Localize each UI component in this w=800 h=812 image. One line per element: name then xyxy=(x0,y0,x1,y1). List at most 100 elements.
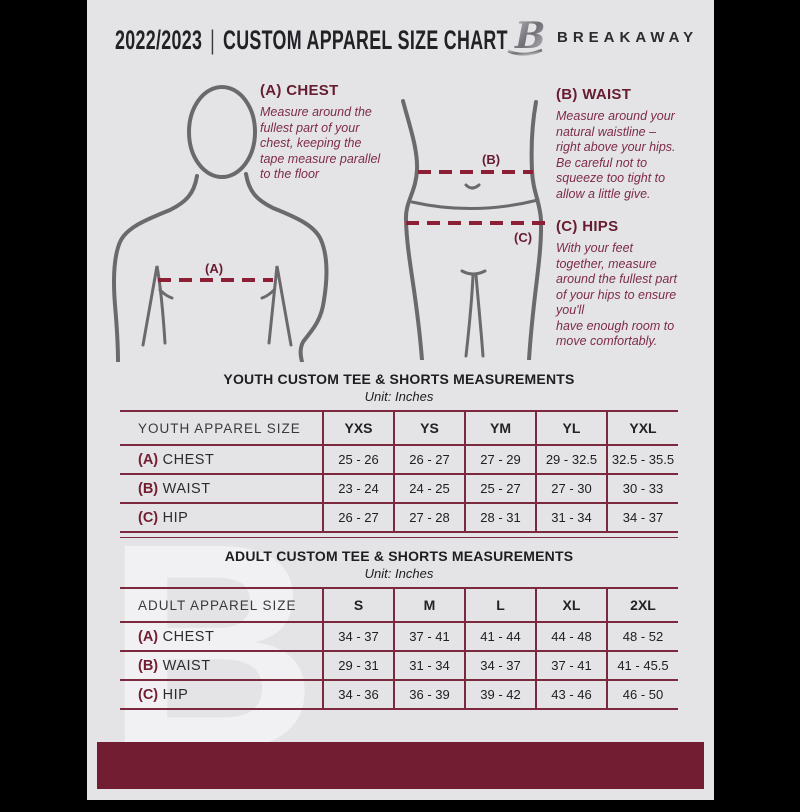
measurement-label-cell: (C) HIP xyxy=(120,679,323,710)
size-chart-page: B 2022/2023 | CUSTOM APPAREL SIZE CHART … xyxy=(87,0,714,800)
measurement-key: (B) xyxy=(138,480,159,497)
hips-marker-label: (C) xyxy=(514,230,532,245)
inner-left-leg-line xyxy=(464,273,475,358)
inner-right-leg-line xyxy=(474,273,485,358)
measurement-key: (B) xyxy=(138,657,159,674)
table-row: (A) CHEST 25 - 26 26 - 27 27 - 29 29 - 32.5 3… xyxy=(120,444,678,475)
size-range-cell: 36 - 39 xyxy=(393,679,465,710)
measurement-name: CHEST xyxy=(158,451,215,468)
measurement-name: CHEST xyxy=(158,628,215,645)
chest-description: Measure around the fullest part of your … xyxy=(260,105,381,181)
table-row: (A) CHEST 34 - 37 37 - 41 41 - 44 44 - 48 48 … xyxy=(120,621,678,652)
breakaway-logo-icon: B xyxy=(507,15,545,57)
size-range-cell: 25 - 27 xyxy=(464,473,536,504)
left-armpit-tick xyxy=(158,288,174,300)
hips-description: With your feet together, measure around … xyxy=(556,241,677,348)
measurement-label-cell: (A) CHEST xyxy=(120,444,323,475)
youth-size-table: YOUTH APPAREL SIZE YXS YS YM YL YXL (A) CHEST… xyxy=(120,410,678,533)
size-range-cell: 24 - 25 xyxy=(393,473,465,504)
right-armpit-line xyxy=(267,265,293,347)
size-range-cell: 48 - 52 xyxy=(606,621,678,652)
waist-marker-label: (B) xyxy=(482,152,500,167)
hips-guide: (C) HIPS With your feet together, measur… xyxy=(556,218,711,350)
left-hip-outline xyxy=(401,99,424,360)
size-range-cell: 29 - 31 xyxy=(322,650,394,681)
chest-heading: (A) CHEST xyxy=(260,82,339,99)
hips-heading: (C) HIPS xyxy=(556,218,619,235)
youth-unit-label: Unit: Inches xyxy=(364,389,434,404)
table-header-row: YOUTH APPAREL SIZE YXS YS YM YL YXL xyxy=(120,410,678,446)
measurement-label-cell: (B) WAIST xyxy=(120,473,323,504)
size-column-header: L xyxy=(464,587,536,623)
measurement-key: (C) xyxy=(138,686,159,703)
size-range-cell: 32.5 - 35.5 xyxy=(606,444,678,475)
upper-body-figure: (A) xyxy=(112,85,329,362)
table-row: (B) WAIST 29 - 31 31 - 34 34 - 37 37 - 41 41 … xyxy=(120,650,678,681)
size-range-cell: 26 - 27 xyxy=(322,502,394,533)
brand-name: BREAKAWAY xyxy=(557,28,699,46)
size-range-cell: 26 - 27 xyxy=(393,444,465,475)
size-column-header: YM xyxy=(464,410,536,446)
adult-unit-label: Unit: Inches xyxy=(364,566,434,581)
chest-guide: (A) CHEST Measure around the fullest par… xyxy=(260,82,425,183)
measurement-name: WAIST xyxy=(158,480,211,497)
measurement-label-cell: (B) WAIST xyxy=(120,650,323,681)
size-column-header: YXS xyxy=(322,410,394,446)
table-row: (B) WAIST 23 - 24 24 - 25 25 - 27 27 - 30 30 … xyxy=(120,473,678,504)
title-separator: | xyxy=(210,25,216,55)
size-column-header: YL xyxy=(535,410,607,446)
size-column-header: S xyxy=(322,587,394,623)
table-row: (C) HIP 34 - 36 36 - 39 39 - 42 43 - 46 46 - … xyxy=(120,679,678,710)
adult-size-table: ADULT APPAREL SIZE S M L XL 2XL (A) CHEST 34 -… xyxy=(120,587,678,710)
measurement-key: (C) xyxy=(138,509,159,526)
size-range-cell: 41 - 44 xyxy=(464,621,536,652)
waist-heading: (B) WAIST xyxy=(556,86,632,103)
size-range-cell: 43 - 46 xyxy=(535,679,607,710)
measurement-label-cell: (A) CHEST xyxy=(120,621,323,652)
adult-table-title: ADULT CUSTOM TEE & SHORTS MEASUREMENTS xyxy=(224,548,574,564)
measurement-label-cell: (C) HIP xyxy=(120,502,323,533)
left-armpit-line xyxy=(141,265,167,347)
measurement-key: (A) xyxy=(138,628,159,645)
size-range-cell: 34 - 36 xyxy=(322,679,394,710)
size-range-cell: 37 - 41 xyxy=(535,650,607,681)
size-range-cell: 31 - 34 xyxy=(393,650,465,681)
size-range-cell: 46 - 50 xyxy=(606,679,678,710)
youth-section: YOUTH CUSTOM TEE & SHORTS MEASUREMENTS U… xyxy=(120,372,678,538)
size-column-header: XL xyxy=(535,587,607,623)
right-hip-outline xyxy=(527,100,544,360)
size-range-cell: 25 - 26 xyxy=(322,444,394,475)
brand-logo: B BREAKAWAY xyxy=(506,15,698,59)
size-range-cell: 27 - 30 xyxy=(535,473,607,504)
season-label: 2022/2023 xyxy=(115,25,203,55)
size-column-header: YXL xyxy=(606,410,678,446)
hip-crease-line xyxy=(410,198,540,210)
size-range-cell: 28 - 31 xyxy=(464,502,536,533)
crotch-arc xyxy=(460,269,487,276)
size-column-header: YS xyxy=(393,410,465,446)
right-armpit-tick xyxy=(260,288,276,300)
measurement-name: WAIST xyxy=(158,657,211,674)
measurement-name: HIP xyxy=(158,509,189,526)
apparel-size-header: ADULT APPAREL SIZE xyxy=(120,587,323,623)
letterbox-left xyxy=(0,0,87,800)
waist-guide: (B) WAIST Measure around your natural wa… xyxy=(556,86,711,202)
size-column-header: 2XL xyxy=(606,587,678,623)
size-range-cell: 23 - 24 xyxy=(322,473,394,504)
size-range-cell: 27 - 29 xyxy=(464,444,536,475)
table-header-row: ADULT APPAREL SIZE S M L XL 2XL xyxy=(120,587,678,623)
measurement-name: HIP xyxy=(158,686,189,703)
waist-description: Measure around your natural waistline – … xyxy=(556,109,676,201)
chest-marker-label: (A) xyxy=(205,261,223,276)
youth-table-underline xyxy=(120,537,678,538)
left-shoulder-arm-outline xyxy=(112,174,199,362)
size-range-cell: 34 - 37 xyxy=(322,621,394,652)
letterbox-right xyxy=(714,0,800,800)
adult-section: ADULT CUSTOM TEE & SHORTS MEASUREMENTS U… xyxy=(120,549,678,710)
size-range-cell: 29 - 32.5 xyxy=(535,444,607,475)
size-range-cell: 31 - 34 xyxy=(535,502,607,533)
footer-bar xyxy=(97,742,704,789)
navel-mark xyxy=(464,183,481,190)
size-range-cell: 34 - 37 xyxy=(464,650,536,681)
size-range-cell: 39 - 42 xyxy=(464,679,536,710)
